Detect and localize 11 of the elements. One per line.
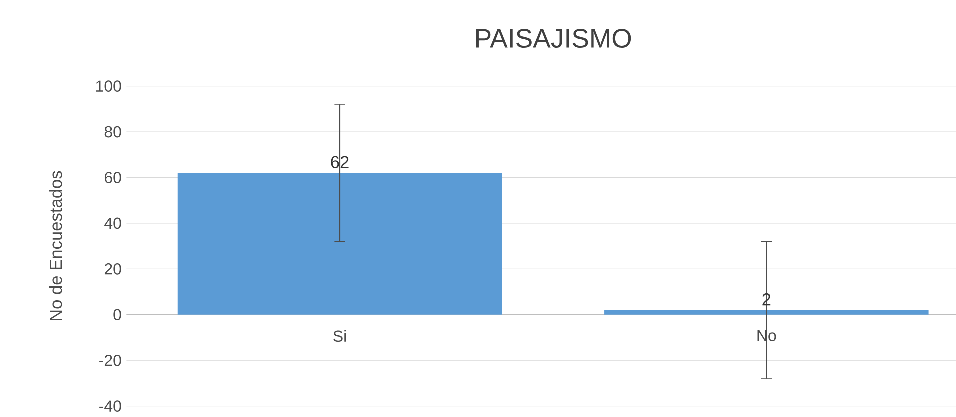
y-tick-label: 20 — [104, 264, 122, 275]
y-tick-label: -40 — [100, 400, 122, 412]
y-tick-label: -20 — [100, 354, 122, 366]
y-tick-label: 80 — [104, 126, 122, 138]
chart-title: PAISAJISMO — [476, 29, 632, 48]
y-tick-label: 60 — [104, 172, 122, 184]
y-axis-title: No de Encuestados — [49, 171, 62, 321]
y-tick-label: 40 — [104, 218, 122, 230]
x-tick-label: Si — [334, 330, 346, 342]
y-tick-label: 0 — [114, 309, 122, 321]
y-tick-label: 100 — [96, 80, 122, 92]
